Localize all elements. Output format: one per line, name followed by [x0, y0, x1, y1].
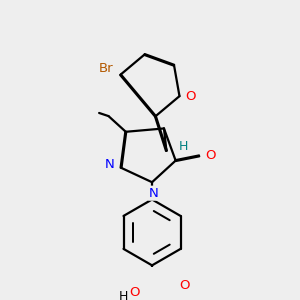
Text: Br: Br — [99, 62, 114, 75]
Text: O: O — [129, 286, 140, 298]
Text: O: O — [185, 90, 196, 103]
Text: O: O — [180, 279, 190, 292]
Text: N: N — [149, 187, 158, 200]
Text: H: H — [179, 140, 188, 153]
Text: H: H — [119, 290, 128, 300]
Text: N: N — [104, 158, 114, 171]
Text: O: O — [205, 149, 215, 162]
